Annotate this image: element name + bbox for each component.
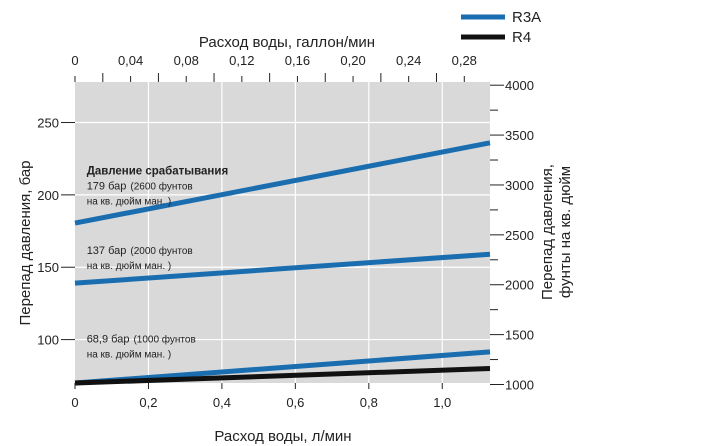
annotation-line: на кв. дюйм ман. ) [87,197,172,208]
series-line-r3a [74,140,491,226]
right-tick-label: 2000 [505,278,534,293]
annotation-suffix: (1000 фунтов [133,333,195,345]
x-tick-label: 0,8 [360,395,378,410]
x-tick-label: 1,0 [433,395,451,410]
right-tick-label: 2500 [505,228,534,243]
legend-label-r3a: R3A [512,9,541,26]
top-tick-label: 0,20 [340,53,365,68]
y-tick-label: 100 [37,333,59,348]
top-tick-label: 0,16 [285,53,310,68]
annotation: Давление срабатывания 179 бар (2600 фунтов… [87,166,228,208]
legend-label-r4: R4 [512,29,531,46]
x-tick-label: 0 [71,395,78,410]
top-tick-label: 0,12 [229,53,254,68]
y-axis-title: Перепад давления, бар [17,160,34,325]
right-tick-label: 1500 [505,328,534,343]
plot-area [75,82,490,383]
top-tick-label: 0,24 [396,53,421,68]
annotation-line: 68,9 бар (1000 фунтов [87,333,196,345]
top-tick-label: 0 [71,53,78,68]
annotation-suffix: (2000 фунтов [130,245,192,257]
right-tick-label: 1000 [505,377,534,392]
top-tick-label: 0,28 [452,53,477,68]
right-tick-label: 4000 [505,78,534,93]
x-tick-label: 0,6 [286,395,304,410]
series-line-r4 [74,366,491,386]
annotation-line: 137 бар (2000 фунтов [87,245,193,257]
top-tick-label: 0,08 [174,53,199,68]
annotation: 137 бар (2000 фунтов на кв. дюйм ман. ) [87,245,193,272]
right-axis-title-line-2: фунты на кв. дюйм [557,166,574,298]
annotation-line: на кв. дюйм ман. ) [87,349,172,360]
y-tick-label: 250 [37,116,59,131]
grid-lines [75,82,490,383]
annotation-line: на кв. дюйм ман. ) [87,261,172,272]
right-tick-label: 3500 [505,128,534,143]
series-lines [74,140,491,386]
right-tick-label: 3000 [505,178,534,193]
y-tick-label: 150 [37,260,59,275]
x-tick-label: 0,2 [139,395,157,410]
top-axis-title: Расход воды, галлон/мин [199,34,375,51]
top-tick-label: 0,04 [118,53,143,68]
y-tick-label: 200 [37,188,59,203]
x-axis-title: Расход воды, л/мин [214,428,351,445]
right-axis-title-line-1: Перепад давления, [539,164,556,300]
annotation: 68,9 бар (1000 фунтов на кв. дюйм ман. ) [87,333,196,360]
annotation-line: Давление срабатывания [87,166,228,178]
series-line-r3a [74,251,491,286]
annotation-suffix: (2600 фунтов [130,181,192,193]
series-line-r3a [74,349,491,386]
annotation-line: 179 бар (2600 фунтов [87,181,193,193]
x-tick-label: 0,4 [213,395,231,410]
annotations: Давление срабатывания 179 бар (2600 фунтов… [87,166,228,361]
